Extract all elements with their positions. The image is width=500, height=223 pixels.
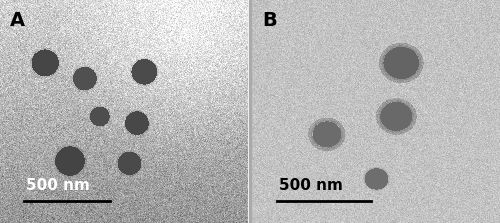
Text: B: B: [262, 11, 277, 30]
Text: A: A: [10, 11, 25, 30]
Text: 500 nm: 500 nm: [26, 178, 90, 192]
Text: 500 nm: 500 nm: [279, 178, 343, 192]
